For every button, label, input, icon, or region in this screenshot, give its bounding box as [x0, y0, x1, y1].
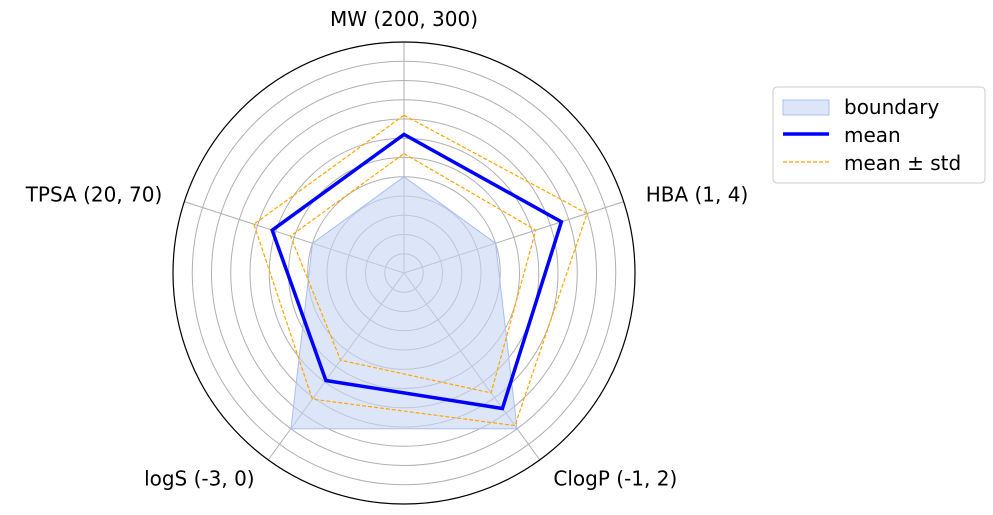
axis-label-1: MW (200, 300) — [330, 7, 478, 31]
legend-swatch-boundary — [782, 99, 830, 116]
legend-label-std: mean ± std — [844, 151, 961, 175]
polar-frame — [172, 41, 636, 505]
legend-label-mean: mean — [844, 123, 901, 147]
series-std-line-2 — [253, 114, 588, 427]
axis-label-3: ClogP (-1, 2) — [553, 467, 677, 491]
axis-label-2: HBA (1, 4) — [646, 183, 749, 207]
axis-label-layer: MW (200, 300) HBA (1, 4) ClogP (-1, 2) logS… — [25, 7, 749, 491]
axis-label-5: TPSA (20, 70) — [25, 183, 163, 207]
legend: boundary mean mean ± std — [772, 86, 986, 184]
series-boundary-area — [290, 176, 518, 430]
axis-label-4: logS (-3, 0) — [144, 467, 255, 491]
series-layer — [253, 114, 588, 430]
legend-label-boundary: boundary — [844, 95, 939, 119]
series-mean-line — [270, 132, 564, 411]
series-std-line-3 — [289, 152, 537, 394]
